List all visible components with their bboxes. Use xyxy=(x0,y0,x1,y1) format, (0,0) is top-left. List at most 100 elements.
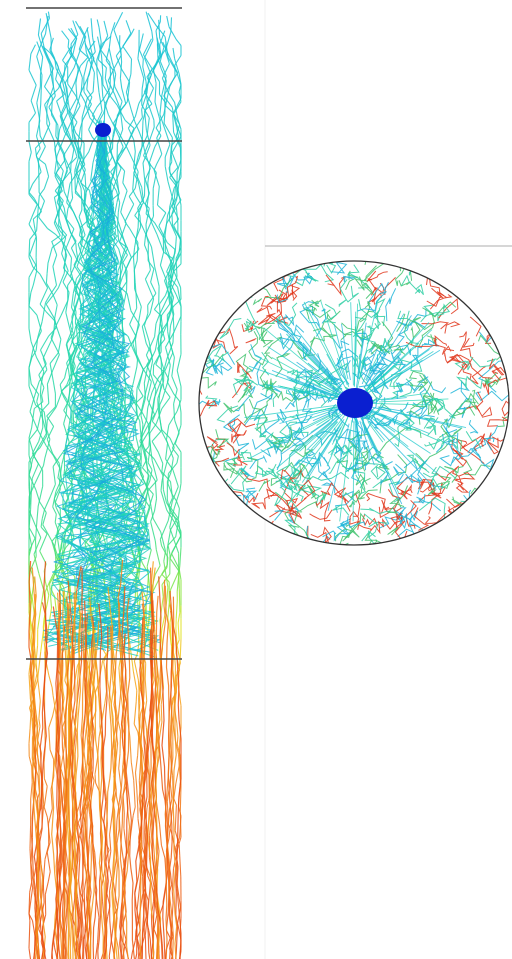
lower-trajectory xyxy=(84,636,96,959)
cross-section-trajectory xyxy=(428,437,445,451)
side-trajectory xyxy=(49,749,55,760)
side-trajectory xyxy=(42,457,46,466)
side-trajectory xyxy=(75,91,82,109)
cross-section-trajectory xyxy=(261,351,270,376)
side-trajectory xyxy=(71,297,80,317)
side-trajectory xyxy=(173,515,182,532)
side-trajectory xyxy=(161,943,164,959)
side-trajectory xyxy=(39,868,41,897)
side-trajectory xyxy=(169,437,175,448)
cross-section-trajectory xyxy=(223,462,238,478)
side-trajectory xyxy=(138,388,144,397)
side-trajectory xyxy=(28,545,33,557)
side-trajectory xyxy=(89,117,98,127)
side-trajectory xyxy=(170,154,173,162)
side-trajectory xyxy=(144,935,147,959)
side-trajectory xyxy=(167,545,171,555)
side-trajectory xyxy=(153,498,158,512)
cross-section-trajectory xyxy=(462,337,475,348)
side-trajectory xyxy=(110,165,117,182)
side-trajectory xyxy=(82,103,92,120)
cross-section-trajectory xyxy=(408,370,429,383)
side-trajectory xyxy=(40,90,42,105)
side-trajectory xyxy=(176,124,182,137)
side-trajectory xyxy=(46,263,49,274)
side-trajectory xyxy=(137,737,140,756)
side-trajectory xyxy=(142,143,149,156)
cross-section-trajectory xyxy=(444,321,461,334)
side-trajectory xyxy=(51,234,68,248)
side-trajectory xyxy=(168,410,178,426)
side-trajectory xyxy=(64,950,66,959)
side-trajectory xyxy=(90,162,94,181)
cross-section-trajectory xyxy=(350,489,378,500)
radial-trajectory xyxy=(326,353,348,391)
side-trajectory xyxy=(164,144,171,158)
side-trajectory xyxy=(41,403,50,412)
radial-trajectory xyxy=(276,321,337,385)
side-trajectory xyxy=(147,487,154,495)
radial-trajectory xyxy=(267,346,336,392)
side-trajectory xyxy=(117,130,127,147)
side-trajectory xyxy=(179,547,182,566)
side-trajectory xyxy=(144,908,149,936)
side-trajectory xyxy=(50,50,56,59)
side-trajectory xyxy=(97,42,102,60)
side-trajectory xyxy=(165,458,174,470)
side-trajectory xyxy=(146,76,154,89)
side-view-reference-lines xyxy=(26,7,182,660)
side-trajectory xyxy=(45,273,48,284)
side-trajectory xyxy=(33,554,40,574)
cross-section-trajectory xyxy=(397,512,408,530)
side-trajectory xyxy=(78,37,84,50)
side-trajectory xyxy=(171,891,174,903)
side-trajectory xyxy=(138,777,142,799)
side-trajectory xyxy=(96,98,104,108)
lower-trajectory xyxy=(150,567,162,959)
side-trajectory xyxy=(28,459,34,476)
cross-section-trajectory xyxy=(430,392,440,415)
plume-trajectory xyxy=(61,122,144,651)
side-trajectory xyxy=(52,266,58,286)
cross-section-trajectory xyxy=(355,473,368,490)
radial-trajectory xyxy=(244,404,339,418)
cross-section-trajectory xyxy=(353,356,380,400)
side-trajectory xyxy=(109,95,118,106)
side-trajectory xyxy=(167,331,170,339)
side-trajectory xyxy=(96,73,100,93)
side-trajectory xyxy=(136,442,142,459)
side-trajectory xyxy=(173,177,182,189)
side-trajectory xyxy=(70,105,81,122)
side-trajectory xyxy=(46,384,50,404)
lower-trajectory xyxy=(89,597,104,959)
side-trajectory xyxy=(66,349,76,370)
side-trajectory xyxy=(51,114,57,124)
side-trajectory xyxy=(159,118,162,130)
side-trajectory xyxy=(80,879,84,894)
side-trajectory xyxy=(122,45,132,60)
side-trajectory xyxy=(47,57,54,69)
cross-section-trajectory xyxy=(303,272,313,285)
side-trajectory xyxy=(33,678,39,692)
side-trajectory xyxy=(63,414,67,424)
cross-section-trajectory xyxy=(248,520,274,541)
side-trajectory xyxy=(171,195,178,207)
side-trajectory xyxy=(52,354,60,371)
lower-trajectory xyxy=(31,576,41,959)
cross-section-trajectory xyxy=(363,513,379,545)
cross-section-trajectory xyxy=(248,331,273,366)
side-trajectory xyxy=(75,170,86,192)
side-trajectory xyxy=(177,622,180,640)
radial-trajectory xyxy=(292,411,348,484)
side-trajectory xyxy=(28,756,33,767)
side-trajectory xyxy=(149,441,153,461)
cross-section-trajectory xyxy=(383,421,392,426)
side-trajectory xyxy=(70,293,74,308)
side-trajectory xyxy=(40,941,44,950)
side-trajectory xyxy=(70,257,73,271)
side-trajectory xyxy=(137,567,141,579)
side-trajectory xyxy=(85,835,89,864)
side-trajectory xyxy=(80,77,83,92)
side-trajectory xyxy=(59,384,63,392)
side-trajectory xyxy=(160,844,166,859)
